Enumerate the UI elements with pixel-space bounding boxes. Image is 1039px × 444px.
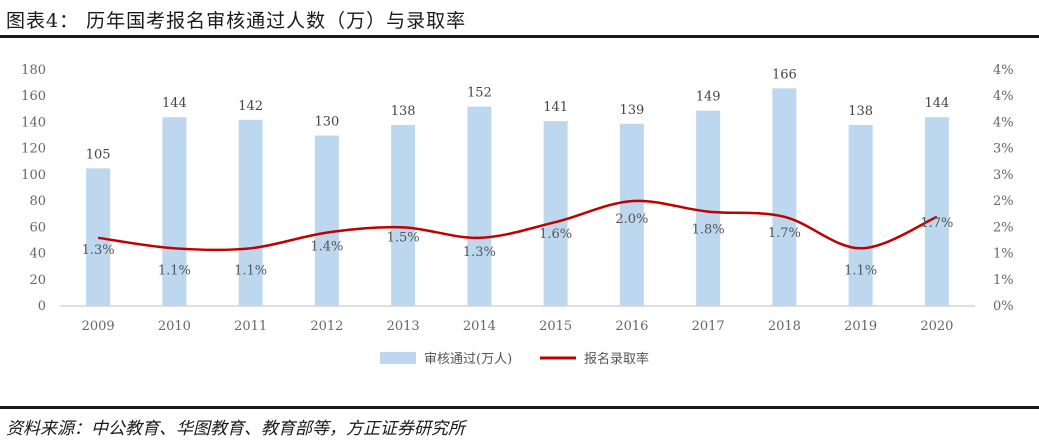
bar-value-label: 152	[467, 86, 492, 101]
rate-value-label: 1.8%	[692, 223, 725, 238]
bar	[619, 123, 644, 306]
x-tick-label: 2015	[539, 319, 572, 334]
rate-value-label: 1.3%	[82, 243, 115, 258]
bar-value-label: 144	[162, 96, 187, 111]
rate-value-label: 1.6%	[539, 227, 572, 242]
x-tick-label: 2012	[310, 319, 343, 334]
source-note: 资料来源：中公教育、华图教育、教育部等，方正证券研究所	[6, 419, 465, 439]
x-tick-label: 2016	[615, 319, 648, 334]
bar	[696, 110, 721, 307]
rate-value-label: 1.7%	[768, 226, 801, 241]
bar-value-label: 144	[924, 96, 949, 111]
bar-value-label: 130	[314, 115, 339, 130]
bar	[924, 117, 949, 306]
x-tick-label: 2009	[82, 319, 115, 334]
chart: 0 20 40 60 80 100 120 140 160 180 0% 1% 1% 2% 2% 3% 3% 4%…	[21, 63, 1014, 367]
y-left-tick-label: 140	[21, 115, 46, 130]
rate-value-label: 2.0%	[615, 212, 648, 227]
x-tick-label: 2019	[844, 319, 877, 334]
y-right-tick-label: 1%	[993, 247, 1014, 262]
y-right-tick-label: 2%	[993, 220, 1014, 235]
legend-label-line: 报名录取率	[584, 351, 649, 367]
bar	[86, 168, 111, 306]
legend-swatch-bars	[380, 352, 416, 364]
bar	[314, 135, 339, 306]
x-tick-label: 2014	[463, 319, 496, 334]
title-rule	[0, 35, 1039, 38]
bar-value-label: 149	[696, 90, 721, 105]
x-tick-label: 2011	[234, 319, 267, 334]
x-tick-label: 2020	[920, 319, 953, 334]
y-left-tick-label: 60	[29, 220, 46, 235]
rate-value-label: 1.4%	[310, 240, 343, 255]
bar-value-label: 138	[848, 104, 873, 119]
y-left-tick-label: 180	[21, 63, 46, 78]
bar	[848, 125, 873, 306]
bar	[162, 117, 187, 306]
bar-value-label: 138	[391, 104, 416, 119]
rate-value-label: 1.5%	[387, 230, 420, 245]
y-left-tick-label: 160	[21, 89, 46, 104]
legend-label-bars: 审核通过(万人)	[424, 352, 512, 367]
x-tick-label: 2018	[768, 319, 801, 334]
rate-line	[97, 199, 938, 252]
bar	[391, 125, 416, 306]
y-right-tick-label: 4%	[993, 115, 1014, 130]
bar	[543, 121, 568, 306]
y-left-tick-label: 80	[29, 194, 46, 209]
y-left-tick-label: 120	[21, 142, 46, 157]
bar-value-label: 141	[543, 100, 568, 115]
y-right-tick-label: 1%	[993, 273, 1014, 288]
source-rule	[0, 406, 1039, 409]
y-left-tick-label: 20	[29, 273, 46, 288]
rate-value-label: 1.1%	[158, 263, 191, 278]
y-left-tick-label: 0	[38, 299, 46, 314]
bar	[467, 106, 492, 306]
y-right-tick-label: 3%	[993, 168, 1014, 183]
bar	[238, 119, 263, 306]
x-tick-label: 2013	[387, 319, 420, 334]
bar	[772, 88, 797, 306]
bar-value-label: 139	[619, 103, 644, 118]
figure-title: 图表4： 历年国考报名审核通过人数（万）与录取率	[6, 10, 467, 32]
x-tick-label: 2017	[692, 319, 725, 334]
y-right-tick-label: 3%	[993, 142, 1014, 157]
bar-value-label: 142	[238, 99, 263, 114]
y-left-tick-label: 40	[29, 247, 46, 262]
rate-value-label: 1.7%	[920, 216, 953, 231]
y-right-tick-label: 2%	[993, 194, 1014, 209]
rate-value-label: 1.1%	[844, 263, 877, 278]
bar-value-label: 166	[772, 67, 797, 82]
y-left-tick-label: 100	[21, 168, 46, 183]
y-right-tick-label: 4%	[993, 63, 1014, 78]
rate-value-label: 1.3%	[463, 245, 496, 260]
x-tick-label: 2010	[158, 319, 191, 334]
y-right-tick-label: 4%	[993, 89, 1014, 104]
y-right-tick-label: 0%	[993, 299, 1014, 314]
bar-value-label: 105	[86, 147, 111, 162]
rate-value-label: 1.1%	[234, 263, 267, 278]
